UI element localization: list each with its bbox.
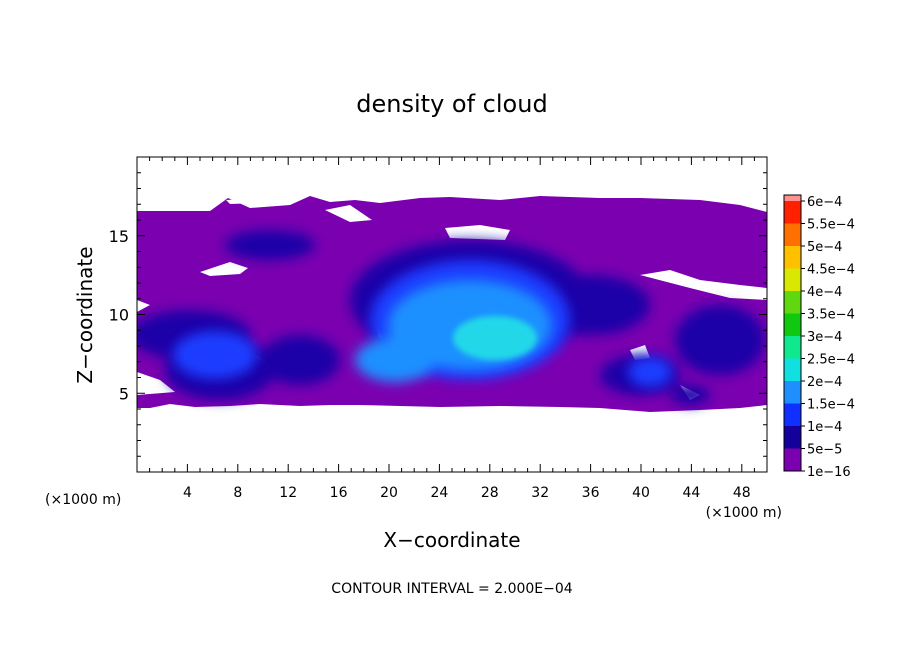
colorbar-swatch (784, 381, 801, 404)
colorbar-frame (783, 194, 802, 472)
y-ticks: 5 10 15 (109, 172, 767, 457)
y-axis-label: Z−coordinate (73, 246, 97, 383)
colorbar-label: 1.5e−4 (807, 398, 855, 413)
colorbar-swatch (784, 313, 801, 336)
x-tick-label: 8 (233, 485, 242, 501)
colorbar-label: 5e−4 (807, 240, 842, 255)
cloud-field (137, 196, 767, 412)
colorbar-swatch-top (784, 195, 801, 201)
colorbar-label: 5e−5 (807, 443, 842, 458)
x-tick-label: 16 (330, 485, 348, 501)
contour-interval-note: CONTOUR INTERVAL = 2.000E−04 (331, 581, 572, 597)
colorbar-swatch (784, 448, 801, 471)
x-tick-label: 48 (733, 485, 751, 501)
colorbar-label: 4e−4 (807, 285, 842, 300)
y-tick-label: 10 (109, 306, 129, 325)
colorbar-swatch (784, 268, 801, 291)
colorbar-label: 4.5e−4 (807, 263, 855, 278)
colorbar-swatch (784, 291, 801, 314)
colorbar-label: 3.5e−4 (807, 308, 855, 323)
colorbar-swatch (784, 246, 801, 269)
colorbar-swatch (784, 426, 801, 449)
y-tick-label: 15 (109, 227, 129, 246)
x-tick-label: 12 (279, 485, 297, 501)
y-tick-label: 5 (119, 384, 129, 403)
colorbar-swatch (784, 358, 801, 381)
x-tick-label: 28 (481, 485, 499, 501)
y-unit-label: (×1000 m) (45, 492, 121, 508)
x-axis-label: X−coordinate (383, 528, 520, 552)
colorbar-swatch (784, 201, 801, 224)
colorbar: 1e−16 5e−5 1e−4 1.5e−4 2e−4 2.5e−4 3e−4 3.5e−4 4… (783, 194, 855, 480)
x-tick-label: 4 (183, 485, 192, 501)
x-tick-label: 36 (582, 485, 600, 501)
x-tick-label: 24 (430, 485, 448, 501)
x-ticks: 4 8 12 16 20 24 28 32 36 40 44 48 (149, 157, 755, 501)
colorbar-label: 1e−4 (807, 420, 842, 435)
level-2e-4 (453, 316, 537, 360)
colorbar-label: 2e−4 (807, 375, 842, 390)
x-tick-label: 32 (531, 485, 549, 501)
colorbar-swatch (784, 336, 801, 359)
x-tick-label: 40 (632, 485, 650, 501)
colorbar-swatch (784, 403, 801, 426)
colorbar-label: 1e−16 (807, 465, 851, 480)
colorbar-label: 6e−4 (807, 195, 842, 210)
x-tick-label: 20 (380, 485, 398, 501)
colorbar-label: 2.5e−4 (807, 353, 855, 368)
x-tick-label: 44 (682, 485, 700, 501)
colorbar-label: 5.5e−4 (807, 218, 855, 233)
colorbar-swatch (784, 223, 801, 246)
colorbar-label: 3e−4 (807, 330, 842, 345)
chart-title: density of cloud (356, 90, 547, 118)
x-unit-label: (×1000 m) (706, 505, 782, 521)
